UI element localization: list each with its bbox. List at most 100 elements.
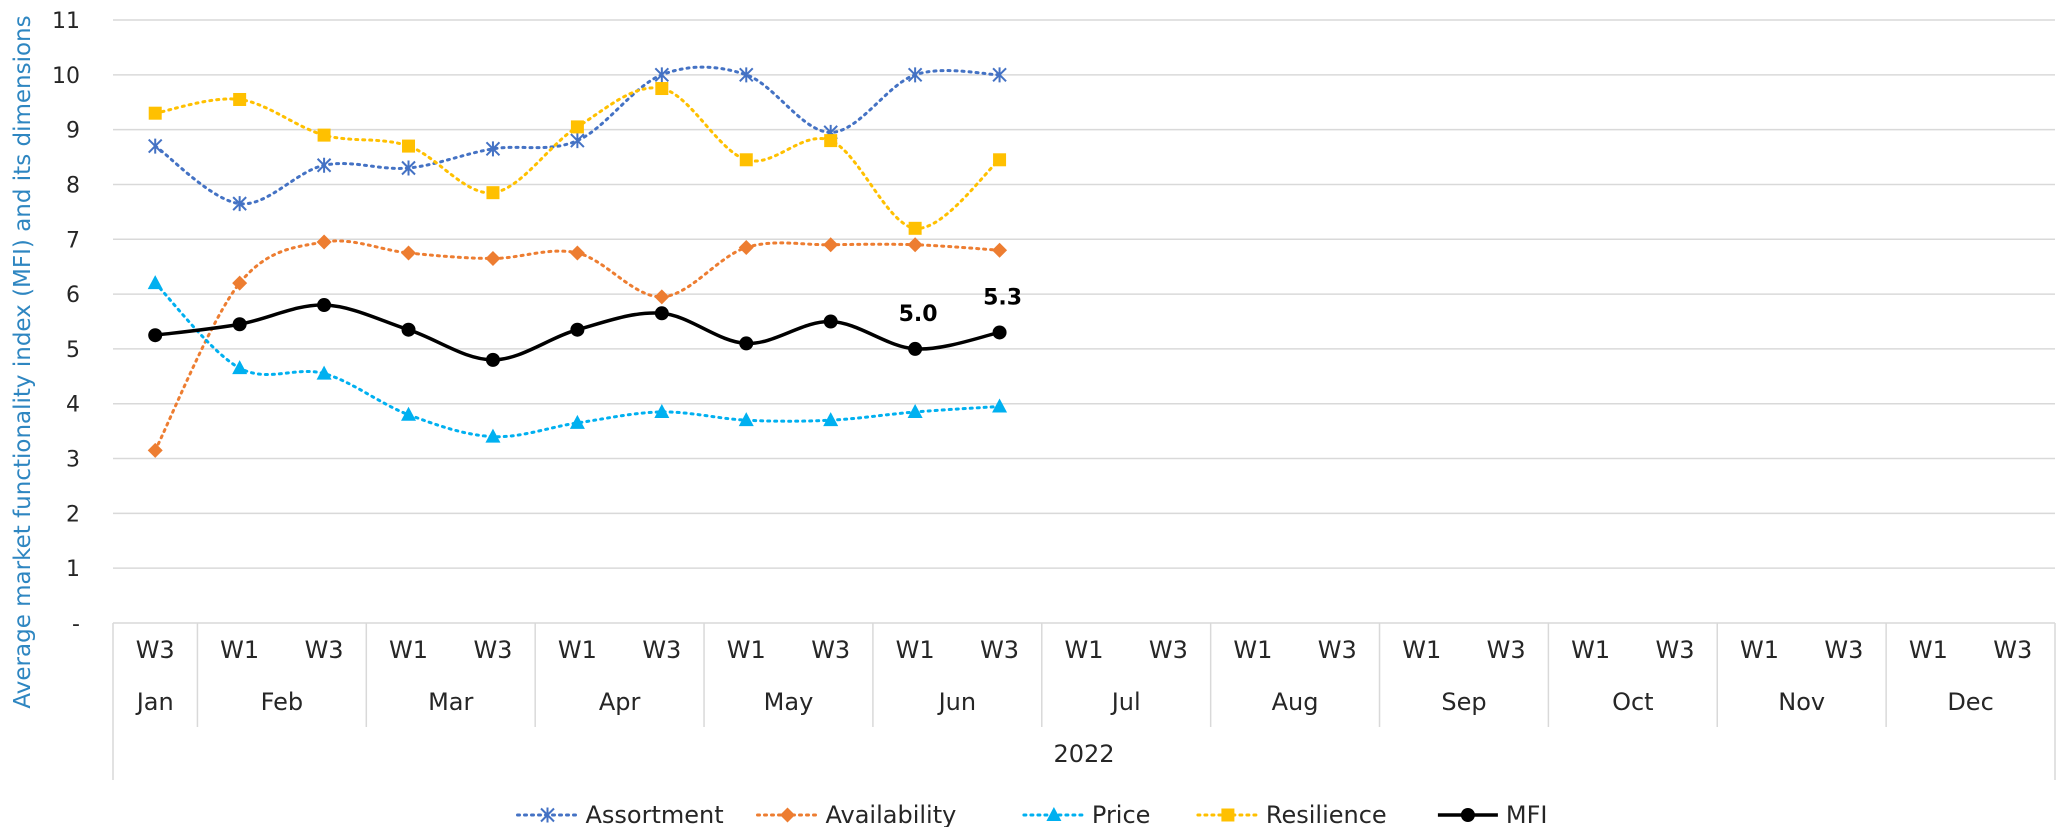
data-point: [316, 234, 332, 250]
month-tick-label: May: [764, 688, 814, 716]
data-point: [317, 128, 331, 142]
y-tick-label: 1: [66, 557, 80, 582]
legend-item-resilience: Resilience: [1196, 801, 1387, 827]
y-tick-label: 7: [66, 228, 80, 253]
data-point: [992, 242, 1008, 258]
y-tick-label: 11: [52, 9, 80, 34]
data-point: [739, 336, 754, 351]
week-tick-label: W3: [1318, 636, 1357, 664]
data-point: [739, 153, 753, 167]
data-point: [316, 157, 332, 173]
week-tick-label: W3: [305, 636, 344, 664]
y-tick-label: 6: [66, 283, 80, 308]
month-tick-label: Aug: [1272, 688, 1319, 716]
data-point: [824, 134, 838, 148]
series-group: [147, 65, 1008, 458]
data-label: 5.3: [983, 285, 1022, 310]
data-point: [993, 153, 1007, 167]
y-axis-ticks: - 1 2 3 4 5 6 7 8 9 10 11: [52, 9, 80, 637]
data-point: [570, 133, 585, 149]
data-point: [485, 141, 501, 157]
data-point: [147, 442, 163, 458]
legend-swatch-marker: [540, 807, 555, 823]
y-tick-label: 5: [66, 338, 80, 363]
month-tick-label: Mar: [428, 688, 473, 716]
y-tick-label: -: [72, 612, 80, 637]
y-tick-label: 2: [66, 502, 80, 527]
legend-item-availability: Availability: [756, 801, 956, 827]
data-point: [485, 428, 501, 443]
year-tick-label: 2022: [1053, 740, 1114, 768]
month-tick-label: Sep: [1441, 688, 1486, 716]
data-point: [232, 196, 247, 212]
data-point: [823, 237, 839, 253]
legend-swatch-marker: [1460, 808, 1475, 822]
legend-label: Resilience: [1266, 801, 1387, 827]
series-line-price: [153, 281, 1002, 439]
legend-swatch-marker: [780, 807, 795, 823]
week-tick-label: W3: [473, 636, 512, 664]
data-point: [655, 82, 669, 96]
week-tick-label: W1: [1571, 636, 1610, 664]
y-tick-label: 4: [66, 393, 80, 418]
y-tick-label: 3: [66, 448, 80, 473]
data-point: [148, 138, 163, 154]
data-point: [402, 139, 416, 153]
series-availability: [147, 234, 1008, 458]
legend-item-price: Price: [1022, 801, 1150, 827]
series-line-resilience: [153, 86, 1002, 230]
data-point: [570, 322, 585, 337]
data-point: [823, 314, 838, 329]
data-point: [401, 160, 416, 176]
week-tick-label: W3: [1487, 636, 1526, 664]
y-tick-label: 8: [66, 173, 80, 198]
week-tick-label: W3: [1656, 636, 1695, 664]
data-point: [401, 245, 417, 261]
month-tick-label: Apr: [599, 688, 641, 716]
data-point: [147, 275, 163, 290]
month-tick-label: Jul: [1110, 688, 1141, 716]
week-tick-label: W1: [389, 636, 428, 664]
week-tick-label: W1: [220, 636, 259, 664]
data-point: [908, 341, 923, 356]
data-point: [232, 275, 248, 291]
series-assortment: [148, 65, 1007, 212]
data-point: [738, 239, 754, 255]
week-tick-label: W3: [642, 636, 681, 664]
week-tick-label: W1: [558, 636, 597, 664]
week-tick-label: W1: [1402, 636, 1441, 664]
week-tick-label: W3: [136, 636, 175, 664]
data-point: [907, 67, 923, 83]
data-point: [570, 120, 584, 134]
data-point: [992, 398, 1008, 413]
data-point: [148, 106, 162, 120]
data-point: [654, 306, 669, 321]
data-point: [486, 186, 500, 200]
data-point: [992, 67, 1007, 83]
legend-item-assortment: Assortment: [516, 801, 724, 827]
series-price: [147, 275, 1008, 443]
data-point: [992, 325, 1007, 340]
month-tick-label: Jan: [135, 688, 174, 716]
data-point: [907, 237, 923, 253]
month-tick-label: Feb: [261, 688, 304, 716]
week-tick-label: W3: [811, 636, 850, 664]
y-tick-label: 10: [52, 64, 80, 89]
legend-swatch-marker: [1221, 808, 1235, 822]
week-tick-label: W1: [1065, 636, 1104, 664]
data-point: [401, 322, 416, 337]
y-axis-label: Average market functionality index (MFI)…: [10, 15, 36, 708]
week-tick-label: W3: [1824, 636, 1863, 664]
week-tick-label: W3: [1149, 636, 1188, 664]
month-tick-label: Dec: [1947, 688, 1993, 716]
series-resilience: [148, 82, 1007, 235]
x-axis-categories: W3 W1 W3 W1 W3 W1 W3 W1 W3 W1 W3 W1 W3 W1 W3 W1 W3 W1 W3 W1…: [112, 623, 2056, 780]
week-tick-label: W1: [1909, 636, 1948, 664]
data-point: [316, 365, 332, 380]
legend-label: Assortment: [586, 801, 724, 827]
data-point: [485, 250, 501, 266]
legend-item-mfi: MFI: [1437, 801, 1548, 827]
data-point: [569, 245, 585, 261]
legend-label: MFI: [1506, 801, 1548, 827]
data-point: [739, 67, 754, 83]
